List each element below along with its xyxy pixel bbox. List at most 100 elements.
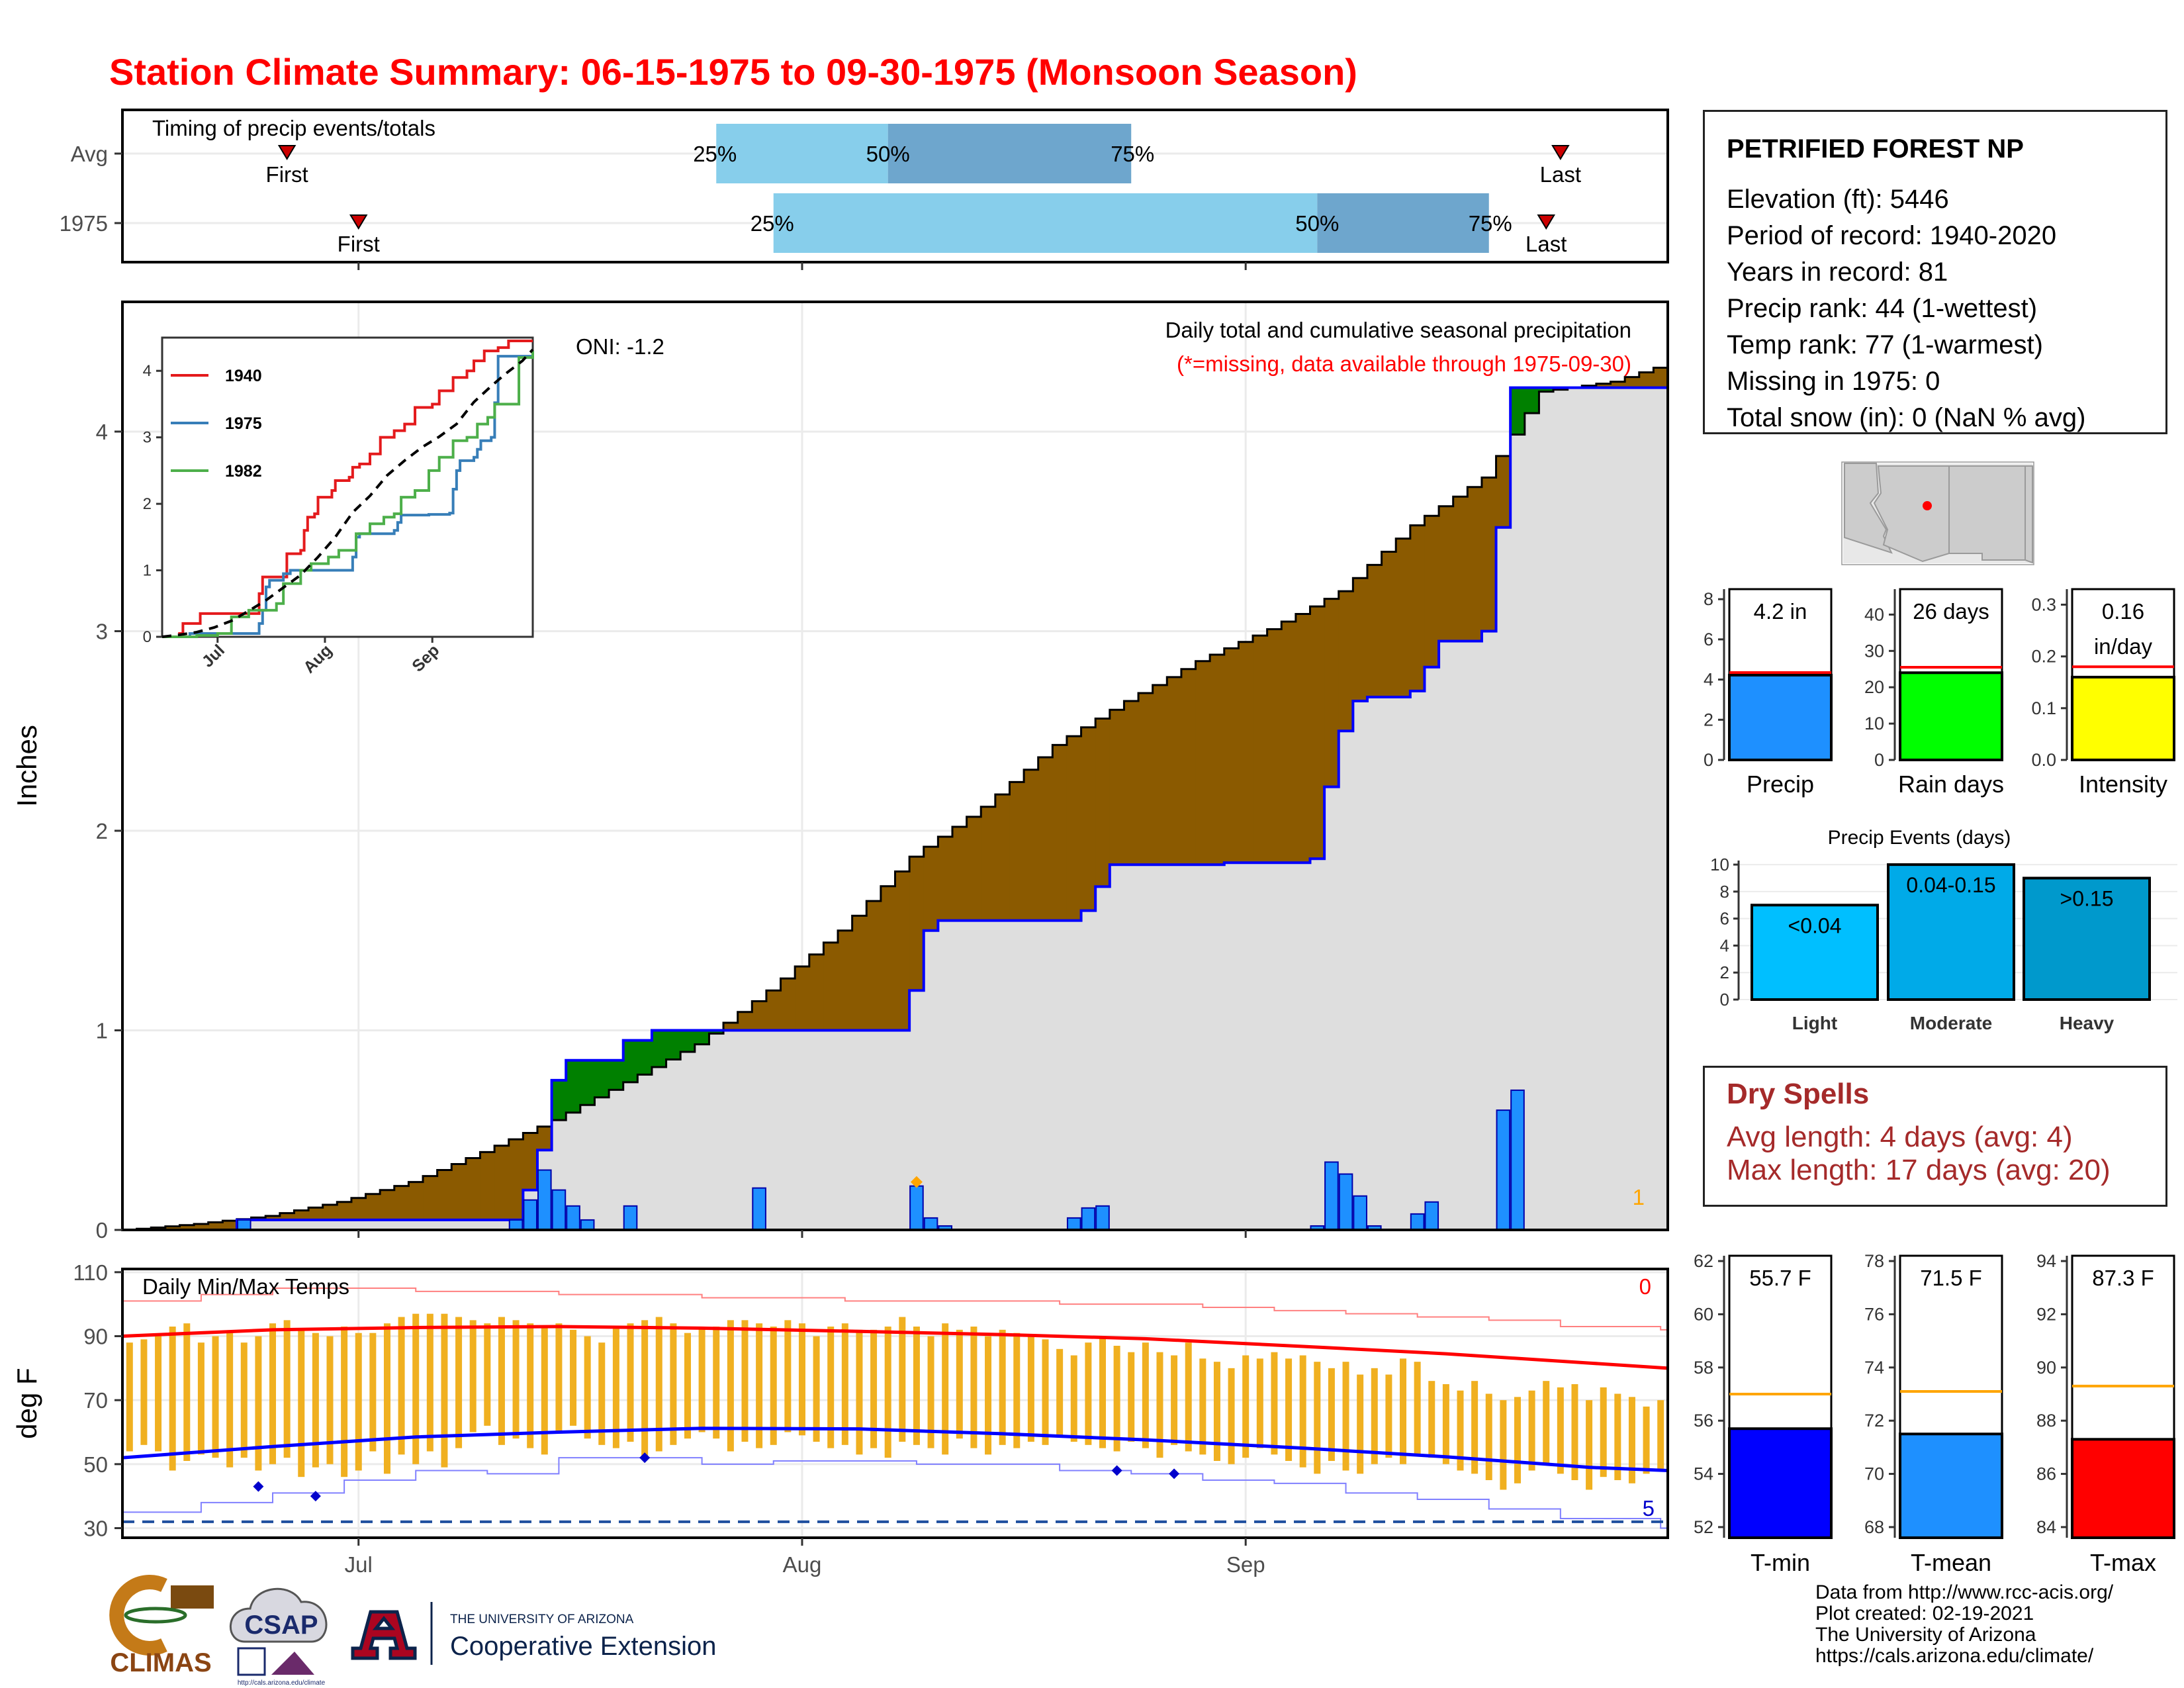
temp-ytick-label: 70 — [83, 1388, 108, 1413]
csap-text: CSAP — [244, 1611, 318, 1640]
daily-temp-bar — [498, 1317, 505, 1445]
small-chart-ytick-label: 60 — [1694, 1304, 1713, 1324]
daily-temp-bar — [226, 1333, 234, 1468]
events-ytick-label: 2 — [1720, 962, 1729, 982]
above-average-band — [666, 1030, 681, 1060]
inset-legend-label: 1975 — [225, 414, 262, 433]
below-average-band — [823, 942, 839, 1031]
daily-temp-bar — [570, 1329, 577, 1426]
daily-temp-bar — [1185, 1342, 1192, 1452]
below-average-band — [1639, 372, 1654, 388]
below-average-band — [1324, 598, 1340, 787]
csap-url: http://cals.arizona.edu/climate — [238, 1679, 326, 1687]
below-average-band — [1424, 516, 1439, 667]
daily-precip-bar — [1095, 1205, 1110, 1231]
events-bar-label: 0.04-0.15 — [1906, 873, 1995, 897]
missing-count-label: 1 — [1633, 1185, 1645, 1209]
small-chart-value-label: 4.2 in — [1754, 599, 1807, 624]
small-chart-ytick-label: 78 — [1864, 1251, 1884, 1271]
daily-temp-bar — [655, 1317, 662, 1452]
daily-temp-bar — [212, 1336, 219, 1458]
logos: CLIMAS CSAP http://cals.arizona.edu/clim… — [109, 1575, 716, 1687]
temp-xtick-label: Jul — [345, 1552, 373, 1577]
small-chart-ytick-label: 70 — [1864, 1464, 1884, 1484]
above-average-band — [551, 1080, 567, 1121]
small-chart-ytick-label: 0.2 — [2031, 647, 2056, 667]
small-chart-category-label: Precip — [1747, 771, 1814, 798]
below-average-band — [537, 1126, 553, 1150]
credit-url: https://cals.arizona.edu/climate/ — [1815, 1645, 2094, 1667]
climas-emblem-ring — [124, 1607, 187, 1624]
below-average-band — [1410, 525, 1426, 691]
precip-ytick-label: 4 — [96, 420, 108, 444]
below-average-band — [437, 1170, 452, 1220]
below-average-band — [279, 1213, 295, 1220]
temp-x-axis: Jul Aug Sep — [345, 1538, 1265, 1577]
daily-precip-bar — [580, 1219, 595, 1231]
daily-precip-bar — [508, 1219, 523, 1231]
record-low-marker — [1169, 1468, 1180, 1479]
above-average-band — [651, 1030, 667, 1067]
daily-temp-bar — [913, 1327, 920, 1445]
daily-temp-bar — [1285, 1358, 1293, 1461]
record-low-marker — [1111, 1465, 1122, 1476]
station-info-box: PETRIFIED FOREST NP Elevation (ft): 5446… — [1703, 110, 2167, 434]
extreme-precip-marker — [910, 1176, 923, 1188]
timing-first-label: First — [266, 162, 308, 187]
below-average-band — [880, 886, 896, 1031]
station-years: Years in record: 81 — [1727, 258, 1948, 287]
timing-label: Timing of precip events/totals — [152, 116, 435, 140]
daily-precip-bar — [1066, 1217, 1081, 1231]
climas-emblem-top — [171, 1585, 214, 1609]
record-low-marker — [310, 1491, 321, 1502]
temp-ylabel: deg F — [11, 1368, 42, 1438]
timing-row-label: 1975 — [60, 211, 108, 236]
below-average-band — [1481, 477, 1497, 632]
below-average-band — [1496, 455, 1511, 528]
daily-temp-bar — [741, 1320, 749, 1442]
daily-temp-bar — [1085, 1342, 1092, 1445]
daily-temp-bar — [1471, 1381, 1479, 1474]
small-chart-ytick-label: 0 — [1874, 750, 1884, 770]
below-average-band — [966, 816, 981, 921]
below-average-band — [795, 966, 810, 1031]
events-bar-label: >0.15 — [2060, 887, 2114, 911]
below-average-band — [494, 1145, 510, 1220]
daily-temp-bar — [1171, 1355, 1178, 1445]
small-chart-value-label: 0.16 — [2102, 599, 2144, 624]
daily-temp-bar — [1228, 1368, 1235, 1464]
below-average-band — [895, 871, 910, 1031]
daily-precip-bar — [752, 1187, 766, 1231]
precip-content — [122, 302, 1668, 1231]
daily-temp-bar — [269, 1323, 277, 1464]
daily-temp-bar — [1328, 1368, 1335, 1461]
precip-chart-title: Daily total and cumulative seasonal prec… — [1165, 318, 1631, 342]
below-average-band — [523, 1133, 538, 1190]
daily-temp-bar — [770, 1327, 777, 1445]
below-average-band — [508, 1139, 523, 1220]
daily-temp-bar — [1156, 1352, 1163, 1458]
dry-spells-title: Dry Spells — [1727, 1078, 1870, 1110]
page-title: Station Climate Summary: 06-15-1975 to 0… — [109, 51, 1357, 93]
small-chart-bar — [2071, 1438, 2175, 1540]
daily-temp-bar — [383, 1323, 390, 1474]
daily-temp-bar — [956, 1329, 963, 1439]
daily-temp-bar — [1414, 1362, 1421, 1455]
small-chart-category-label: T-max — [2090, 1549, 2156, 1576]
below-average-band — [909, 857, 925, 991]
inset-line-1940 — [162, 340, 533, 638]
above-average-band — [609, 1060, 624, 1090]
daily-precip-bar — [1424, 1201, 1439, 1231]
small-chart-value-label: in/day — [2094, 634, 2153, 659]
daily-precip-bar — [1410, 1213, 1425, 1231]
hot-count-label: 0 — [1639, 1274, 1651, 1299]
map-texas — [2025, 465, 2033, 564]
timing-q25-label: 25% — [693, 142, 737, 166]
cold-count-label: 5 — [1643, 1496, 1655, 1521]
daily-temp-bar — [1299, 1355, 1306, 1468]
record-low-marker — [639, 1452, 651, 1464]
below-average-band — [1238, 641, 1253, 863]
above-average-band — [1539, 387, 1554, 392]
below-average-band — [365, 1194, 381, 1220]
